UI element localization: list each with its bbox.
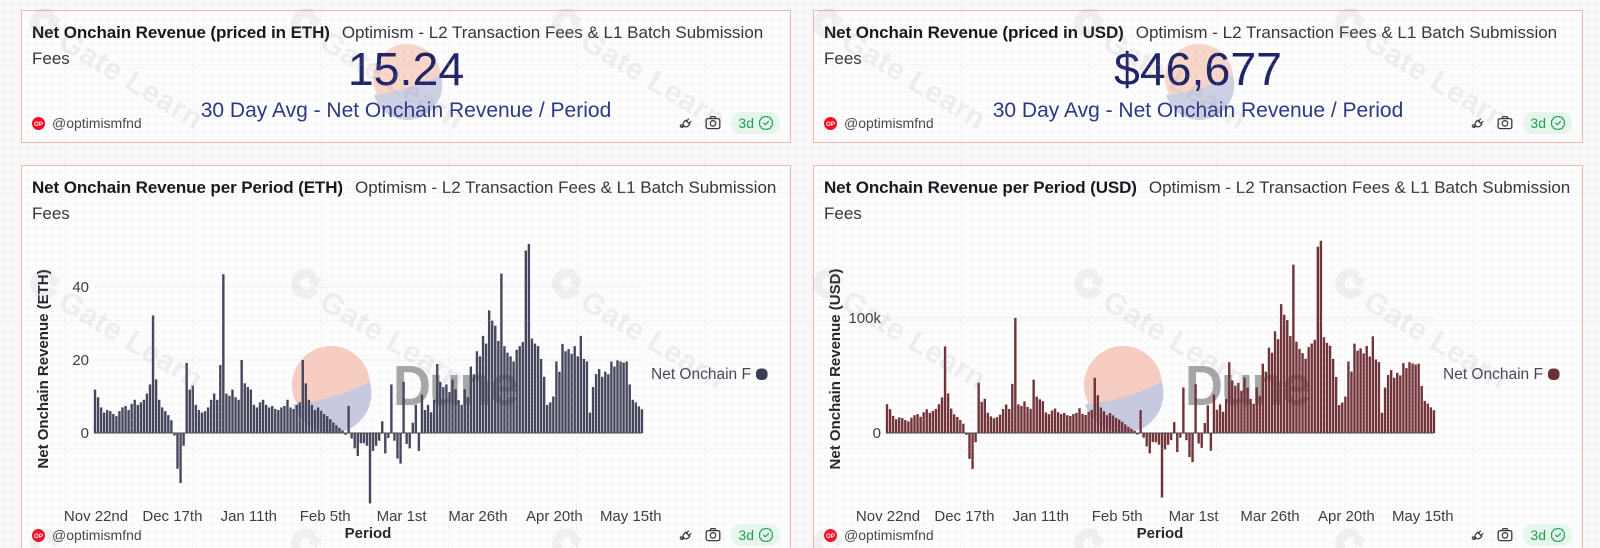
svg-text:Jan 11th: Jan 11th [1013, 508, 1069, 525]
svg-text:OP: OP [34, 532, 43, 539]
svg-text:0: 0 [81, 425, 89, 442]
svg-text:May 15th: May 15th [600, 508, 662, 525]
svg-text:Nov 22nd: Nov 22nd [64, 508, 128, 525]
svg-text:OP: OP [826, 532, 835, 539]
svg-text:Apr 20th: Apr 20th [526, 508, 583, 525]
svg-text:Dec 17th: Dec 17th [934, 508, 994, 525]
svg-text:Mar 26th: Mar 26th [448, 508, 507, 525]
svg-text:May 15th: May 15th [1392, 508, 1454, 525]
svg-text:Net Onchain Revenue (ETH): Net Onchain Revenue (ETH) [35, 269, 52, 468]
svg-text:Feb 5th: Feb 5th [1092, 508, 1143, 525]
svg-text:Feb 5th: Feb 5th [300, 508, 351, 525]
svg-text:Period: Period [1137, 525, 1184, 542]
svg-text:Net Onchain F: Net Onchain F [651, 366, 751, 383]
svg-text:40: 40 [72, 279, 89, 296]
svg-text:Net Onchain F: Net Onchain F [1443, 366, 1543, 383]
svg-text:0: 0 [873, 425, 881, 442]
svg-text:Net Onchain Revenue (USD): Net Onchain Revenue (USD) [827, 269, 844, 470]
svg-text:Mar 26th: Mar 26th [1240, 508, 1299, 525]
svg-text:20: 20 [72, 352, 89, 369]
svg-text:OP: OP [826, 120, 835, 127]
svg-text:Jan 11th: Jan 11th [221, 508, 277, 525]
svg-text:Dec 17th: Dec 17th [142, 508, 202, 525]
svg-text:100k: 100k [848, 310, 881, 327]
svg-text:OP: OP [34, 120, 43, 127]
svg-text:Nov 22nd: Nov 22nd [856, 508, 920, 525]
svg-text:Mar 1st: Mar 1st [1169, 508, 1220, 525]
svg-text:Period: Period [345, 525, 392, 542]
svg-text:Mar 1st: Mar 1st [377, 508, 428, 525]
svg-text:Apr 20th: Apr 20th [1318, 508, 1375, 525]
